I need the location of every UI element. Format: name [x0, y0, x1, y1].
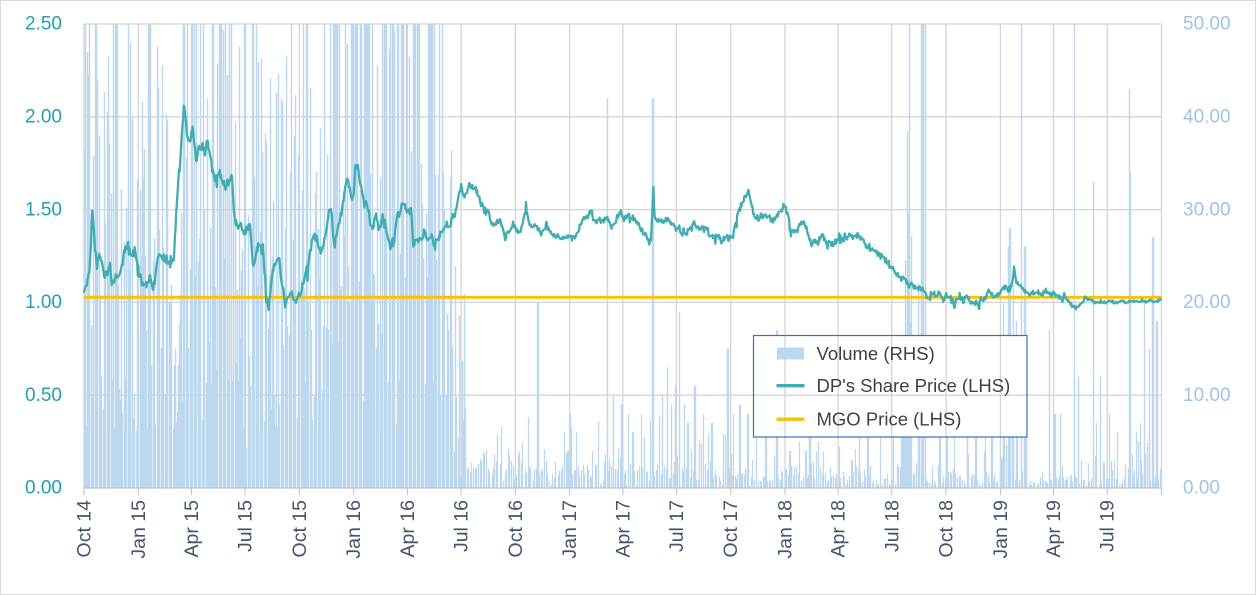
svg-text:10.00: 10.00 [1183, 385, 1231, 406]
svg-text:0.00: 0.00 [1183, 478, 1220, 499]
svg-text:Oct 14: Oct 14 [74, 500, 96, 558]
svg-text:Volume (RHS): Volume (RHS) [817, 343, 935, 364]
svg-text:Oct 15: Oct 15 [289, 500, 311, 558]
svg-text:2.00: 2.00 [25, 107, 62, 128]
svg-text:MGO Price (LHS): MGO Price (LHS) [817, 409, 962, 430]
svg-text:Jan 18: Jan 18 [775, 500, 797, 559]
svg-text:Apr 15: Apr 15 [181, 500, 203, 558]
svg-text:1.50: 1.50 [25, 199, 62, 220]
svg-text:Jan 19: Jan 19 [990, 500, 1012, 559]
svg-text:50.00: 50.00 [1183, 14, 1231, 35]
svg-text:Oct 17: Oct 17 [720, 500, 742, 557]
svg-text:Jan 16: Jan 16 [343, 500, 365, 559]
svg-text:Jul 18: Jul 18 [881, 500, 903, 552]
svg-text:DP's Share Price (LHS): DP's Share Price (LHS) [817, 375, 1011, 396]
svg-text:Jul 17: Jul 17 [666, 500, 688, 552]
svg-text:20.00: 20.00 [1183, 292, 1231, 313]
svg-text:Apr 16: Apr 16 [397, 500, 419, 557]
svg-text:Oct 18: Oct 18 [936, 500, 958, 557]
svg-text:Jan 15: Jan 15 [128, 500, 150, 559]
svg-text:Apr 17: Apr 17 [612, 500, 634, 557]
svg-text:Jan 17: Jan 17 [559, 500, 581, 559]
svg-text:0.00: 0.00 [25, 478, 62, 499]
svg-text:Apr 19: Apr 19 [1043, 500, 1065, 557]
svg-text:30.00: 30.00 [1183, 199, 1231, 220]
svg-text:1.00: 1.00 [25, 292, 62, 313]
svg-text:Apr 18: Apr 18 [828, 500, 850, 557]
svg-text:Jul 15: Jul 15 [235, 500, 257, 552]
svg-text:0.50: 0.50 [25, 385, 62, 406]
svg-text:Oct 16: Oct 16 [505, 500, 527, 557]
svg-text:2.50: 2.50 [25, 14, 62, 35]
svg-text:Jul 16: Jul 16 [451, 500, 473, 552]
svg-text:40.00: 40.00 [1183, 107, 1231, 128]
svg-text:Jul 19: Jul 19 [1097, 500, 1119, 552]
